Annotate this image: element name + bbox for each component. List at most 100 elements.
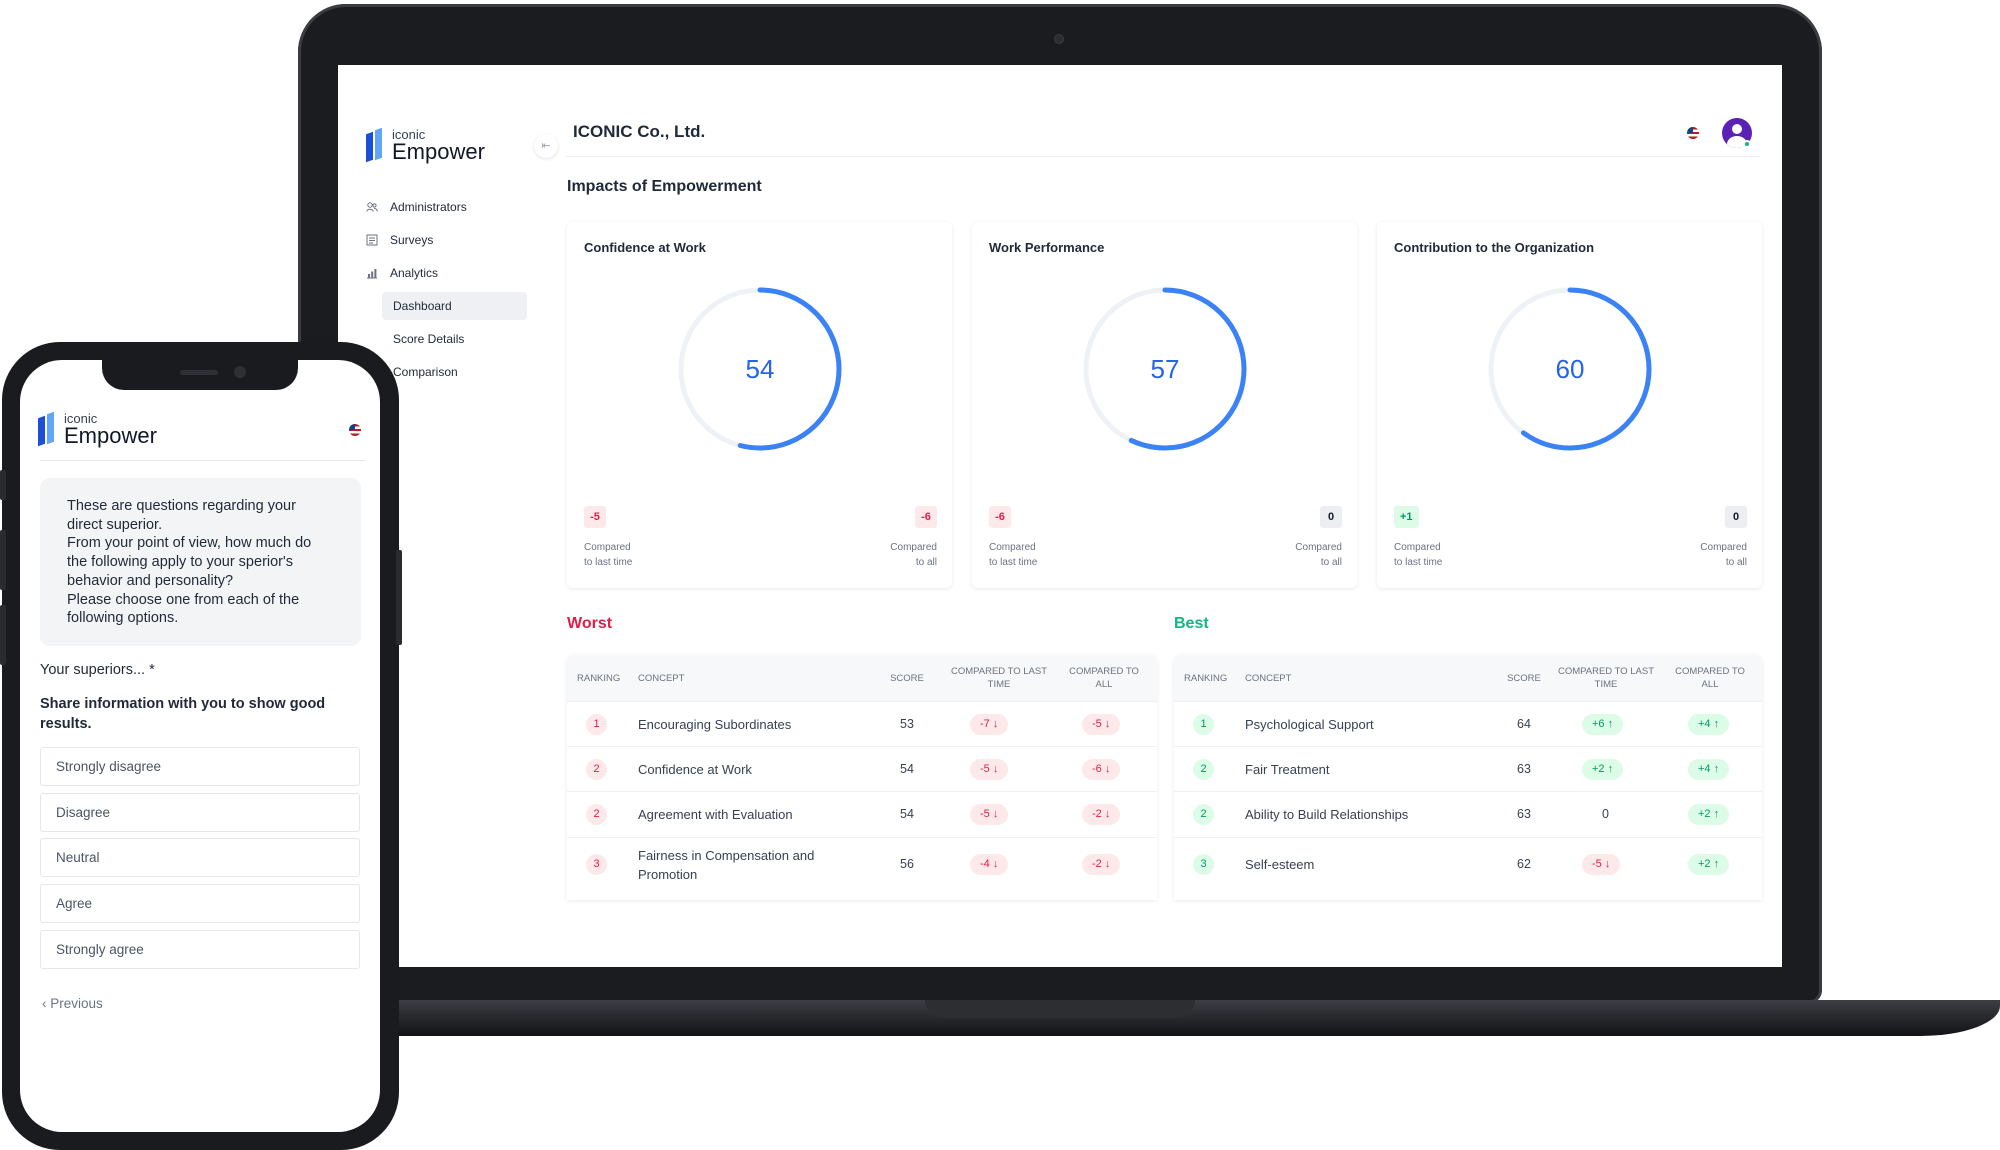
col-compared-last: COMPARED TO LAST TIME	[950, 666, 1048, 690]
option-disagree[interactable]: Disagree	[40, 793, 360, 832]
section-title: Impacts of Empowerment	[567, 178, 762, 195]
header-divider	[566, 156, 1760, 157]
option-strongly-agree[interactable]: Strongly agree	[40, 930, 360, 969]
table-row[interactable]: 3 Self-esteem 62 -5 ↓ +2 ↑	[1174, 837, 1762, 893]
compared-to-last-label: Compared to last time	[584, 542, 633, 568]
score-value: 63	[1517, 762, 1531, 776]
rank-badge: 1	[586, 714, 607, 735]
score-value: 54	[900, 762, 914, 776]
change-vs-all-pill: +4 ↑	[1688, 759, 1730, 780]
option-agree[interactable]: Agree	[40, 884, 360, 923]
survey-instructions: These are questions regarding your direc…	[40, 478, 361, 646]
score-value: 60	[1555, 354, 1585, 384]
sidebar-item-dashboard[interactable]: Dashboard	[382, 292, 527, 320]
us-flag-icon[interactable]	[349, 424, 361, 436]
score-gauge	[1083, 287, 1247, 451]
question-text: Share information with you to show good …	[40, 696, 326, 732]
logo-mark-icon	[366, 127, 386, 163]
phone-power-button	[396, 550, 402, 645]
survey-icon	[366, 234, 378, 246]
rank-badge: 2	[586, 804, 607, 825]
col-concept: CONCEPT	[638, 673, 685, 684]
change-vs-all-pill: +2 ↑	[1688, 854, 1730, 875]
score-value: 64	[1517, 717, 1531, 731]
col-compared-last: COMPARED TO LAST TIME	[1557, 666, 1655, 690]
concept-name: Encouraging Subordinates	[638, 717, 792, 732]
table-row[interactable]: 2 Confidence at Work 54 -5 ↓ -6 ↓	[567, 746, 1157, 791]
score-value: 54	[745, 354, 775, 384]
sidebar-item-label: Surveys	[390, 233, 434, 247]
app-logo[interactable]: iconic Empower	[366, 127, 485, 164]
table-row[interactable]: 2 Ability to Build Relationships 63 0 +2…	[1174, 791, 1762, 837]
sidebar-item-label: Analytics	[390, 266, 439, 280]
table-row[interactable]: 1 Encouraging Subordinates 53 -7 ↓ -5 ↓	[567, 701, 1157, 746]
previous-button[interactable]: ‹ Previous	[42, 996, 103, 1011]
rank-badge: 3	[586, 854, 607, 875]
best-table: RANKING CONCEPT SCORE COMPARED TO LAST TI…	[1174, 655, 1762, 900]
best-title: Best	[1174, 615, 1209, 632]
card-title: Contribution to the Organization	[1394, 240, 1595, 255]
phone-speaker	[180, 370, 218, 375]
col-score: SCORE	[890, 673, 924, 684]
sidebar-item-score-details[interactable]: Score Details	[393, 332, 465, 346]
table-row[interactable]: 3 Fairness in Compensation and Promotion…	[567, 837, 1157, 893]
collapse-left-icon[interactable]: ⇤	[534, 134, 558, 158]
chevron-left-icon: ‹	[42, 996, 51, 1011]
change-vs-last-pill: -5 ↓	[1582, 854, 1621, 875]
worst-table: RANKING CONCEPT SCORE COMPARED TO LAST TI…	[567, 655, 1157, 900]
change-vs-last-badge: -5	[584, 506, 606, 528]
table-row[interactable]: 2 Agreement with Evaluation 54 -5 ↓ -2 ↓	[567, 791, 1157, 837]
us-flag-icon[interactable]	[1687, 127, 1699, 139]
option-neutral[interactable]: Neutral	[40, 838, 360, 877]
compared-to-last-label: Compared to last time	[989, 542, 1038, 568]
logo-mark-icon	[38, 411, 58, 447]
change-vs-last-pill: +6 ↑	[1582, 714, 1624, 735]
table-row[interactable]: 1 Psychological Support 64 +6 ↑ +4 ↑	[1174, 701, 1762, 746]
concept-name: Confidence at Work	[638, 762, 752, 777]
concept-name: Ability to Build Relationships	[1245, 807, 1409, 822]
phone-volume-up-button	[0, 530, 6, 590]
concept-name: Self-esteem	[1245, 857, 1315, 872]
score-value: 53	[900, 717, 914, 731]
rank-badge: 3	[1193, 854, 1214, 875]
sidebar-item-comparison[interactable]: Comparison	[393, 365, 458, 379]
phone-volume-down-button	[0, 605, 6, 665]
card-title: Work Performance	[989, 240, 1105, 255]
app-logo[interactable]: iconic Empower	[38, 411, 157, 447]
users-icon	[366, 201, 378, 213]
company-name: ICONIC Co., Ltd.	[573, 122, 706, 141]
phone-mute-button	[0, 470, 6, 500]
change-vs-last-pill: -5 ↓	[970, 804, 1009, 825]
score-value: 54	[900, 807, 914, 821]
col-concept: CONCEPT	[1245, 673, 1292, 684]
score-card: Confidence at Work 54 -5 -6 Compared to l…	[567, 222, 952, 588]
sidebar-item-surveys[interactable]: Surveys	[366, 233, 433, 247]
concept-name: Fairness in Compensation and Promotion	[638, 848, 815, 882]
score-value: 57	[1150, 354, 1180, 384]
logo-title: Empower	[392, 139, 485, 164]
change-vs-all-badge: -6	[915, 506, 937, 528]
change-vs-last-badge: -6	[989, 506, 1011, 528]
change-vs-all-pill: -2 ↓	[1082, 854, 1121, 875]
change-vs-all-pill: -5 ↓	[1082, 714, 1121, 735]
change-vs-last-pill: -4 ↓	[970, 854, 1009, 875]
change-vs-last-pill: +2 ↑	[1582, 759, 1624, 780]
logo-subtitle: iconic	[392, 127, 426, 142]
change-vs-all-pill: +4 ↑	[1688, 714, 1730, 735]
table-row[interactable]: 2 Fair Treatment 63 +2 ↑ +4 ↑	[1174, 746, 1762, 791]
concept-name: Fair Treatment	[1245, 762, 1330, 777]
gauge-arc	[1083, 287, 1247, 451]
rank-badge: 1	[1193, 714, 1214, 735]
gauge-arc	[1488, 287, 1652, 451]
compared-to-all-label: Compared to all	[890, 542, 937, 568]
change-vs-last-pill: -7 ↓	[970, 714, 1009, 735]
sidebar-item-analytics[interactable]: Analytics	[366, 266, 438, 280]
option-strongly-disagree[interactable]: Strongly disagree	[40, 747, 360, 786]
change-vs-last-badge: +1	[1394, 506, 1419, 528]
col-compared-all: COMPARED TO ALL	[1675, 666, 1745, 690]
change-vs-all-pill: +2 ↑	[1688, 804, 1730, 825]
sidebar-item-administrators[interactable]: Administrators	[366, 200, 467, 214]
survey-screen	[20, 360, 380, 1132]
col-score: SCORE	[1507, 673, 1541, 684]
score-card: Work Performance 57 -6 0 Compared to last…	[972, 222, 1357, 588]
